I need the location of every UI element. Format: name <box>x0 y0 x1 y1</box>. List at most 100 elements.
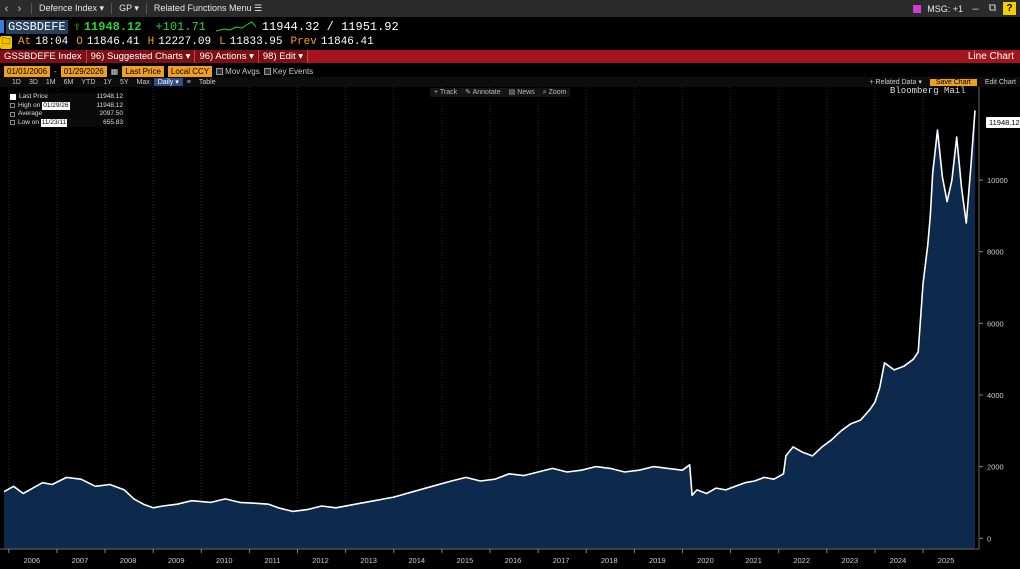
mov-avgs-toggle[interactable]: Mov Avgs <box>216 67 260 76</box>
end-date-input[interactable]: 01/29/2026 <box>60 65 107 77</box>
x-tick-label: 2025 <box>938 556 955 565</box>
table-button[interactable]: Table <box>198 78 216 86</box>
x-tick-label: 2013 <box>360 556 377 565</box>
divider <box>31 3 32 14</box>
legend-last-price[interactable]: Last Price 11948.12 <box>8 93 126 102</box>
x-tick-label: 2009 <box>168 556 185 565</box>
chart-area[interactable]: 0 2000 4000 6000 8000 10000 2006 2007 2008 2009 20… <box>0 86 1020 569</box>
high-value: 12227.09 <box>158 36 212 48</box>
security-field[interactable]: GSSBDEFE Index <box>0 50 87 63</box>
prev-label: Prev <box>290 36 317 48</box>
help-button[interactable]: ? <box>1003 2 1016 15</box>
actions-menu[interactable]: 96) Actions ▾ <box>195 50 259 63</box>
range-1m[interactable]: 1M <box>45 78 56 86</box>
legend-average: Average 2097.50 <box>8 110 126 119</box>
currency-select[interactable]: Local CCY <box>167 65 213 77</box>
watermark: Bloomberg Mail <box>890 86 966 96</box>
security-menu[interactable]: Defence Index ▾ <box>39 3 105 13</box>
price-area <box>4 110 975 550</box>
back-arrow-icon[interactable]: ‹ <box>4 2 9 15</box>
price-chart[interactable]: 0 2000 4000 6000 8000 10000 2006 2007 2008 2009 20… <box>0 87 1020 569</box>
price-line <box>3 110 976 513</box>
range-ytd[interactable]: YTD <box>81 78 96 86</box>
ticker-symbol[interactable]: GSSBDEFE <box>6 19 68 34</box>
up-arrow-icon: ⇧ <box>73 20 81 34</box>
x-tick-label: 2018 <box>601 556 618 565</box>
suggested-charts-menu[interactable]: 96) Suggested Charts ▾ <box>86 50 196 63</box>
y-tick-label: 2000 <box>987 463 1004 472</box>
calendar-icon[interactable]: ▦ <box>110 66 119 76</box>
popout-icon[interactable]: ⧉ <box>988 2 997 14</box>
track-tool[interactable]: + Track <box>434 89 458 96</box>
y-tick-label: 6000 <box>987 319 1004 328</box>
range-1d[interactable]: 1D <box>12 78 21 86</box>
field-select[interactable]: Last Price <box>122 65 164 77</box>
legend-checkbox[interactable] <box>10 94 16 101</box>
minimize-icon[interactable]: ‒ <box>972 2 979 15</box>
bloomberg-icon: 🗀 <box>0 35 12 49</box>
x-tick-label: 2016 <box>505 556 522 565</box>
quote-time: 18:04 <box>35 36 69 48</box>
ohlc-line: 🗀 At 18:04 O 11846.41 H 12227.09 L 11833… <box>0 35 382 49</box>
related-data-menu[interactable]: + Related Data ▾ <box>869 79 922 86</box>
x-tick-label: 2024 <box>890 556 907 565</box>
divider <box>145 3 147 14</box>
chart-type-label: Line Chart <box>967 51 1014 62</box>
last-price: 11948.12 <box>83 19 142 34</box>
x-tick-label: 2021 <box>745 556 762 565</box>
legend-marker <box>10 111 15 117</box>
open-value: 11846.41 <box>86 36 140 48</box>
x-tick-label: 2011 <box>264 556 280 565</box>
options-bar: 01/01/2006 - 01/29/2026 ▦ Last Price Loc… <box>0 65 1020 77</box>
range-max[interactable]: Max <box>136 78 150 86</box>
chart-style-icon[interactable]: ≡ <box>186 78 191 86</box>
key-events-toggle[interactable]: Key Events <box>263 67 313 76</box>
sparkline-icon <box>215 20 256 31</box>
zoom-tool[interactable]: ⌕ Zoom <box>542 89 567 96</box>
x-tick-label: 2010 <box>216 556 233 565</box>
legend-average-value: 2097.50 <box>99 110 124 117</box>
save-chart-button[interactable]: Save Chart <box>929 78 977 86</box>
range-1y[interactable]: 1Y <box>103 78 112 86</box>
mov-avgs-checkbox[interactable] <box>216 67 224 75</box>
legend-low: Low on 11/23/11 655.83 <box>8 118 126 127</box>
x-tick-label: 2012 <box>312 556 329 565</box>
message-icon <box>913 4 922 13</box>
x-tick-label: 2022 <box>793 556 810 565</box>
bid-ask: 11944.32 / 11951.92 <box>261 19 399 34</box>
x-tick-label: 2017 <box>553 556 570 565</box>
low-value: 11833.95 <box>229 36 283 48</box>
last-price-tag: 11948.12 <box>986 117 1020 128</box>
x-tick-label: 2015 <box>457 556 474 565</box>
open-label: O <box>76 36 83 48</box>
legend-marker <box>10 120 15 126</box>
message-count[interactable]: MSG: +1 <box>927 3 963 14</box>
annotate-tool[interactable]: ✎ Annotate <box>465 89 501 96</box>
date-dash: - <box>54 66 57 76</box>
divider <box>111 3 113 14</box>
forward-arrow-icon[interactable]: › <box>17 2 22 15</box>
x-tick-label: 2023 <box>841 556 858 565</box>
y-tick-label: 4000 <box>987 391 1004 400</box>
x-tick-label: 2007 <box>72 556 89 565</box>
edit-chart-button[interactable]: Edit Chart <box>984 78 1016 86</box>
legend-last-value: 11948.12 <box>96 93 123 100</box>
edit-menu[interactable]: 98) Edit ▾ <box>258 50 309 63</box>
news-tool[interactable]: ▤ News <box>508 89 535 96</box>
legend-high: High on 01/29/26 11948.12 <box>8 101 126 110</box>
start-date-input[interactable]: 01/01/2006 <box>4 65 51 77</box>
price-change: +101.71 <box>155 19 206 34</box>
related-functions-menu[interactable]: Related Functions Menu ☰ <box>153 3 263 13</box>
range-3d[interactable]: 3D <box>28 78 38 86</box>
low-label: L <box>219 36 226 48</box>
range-5y[interactable]: 5Y <box>119 78 129 86</box>
ticker-marker <box>0 20 4 33</box>
y-tick-label: 8000 <box>987 248 1004 257</box>
legend-low-value: 655.83 <box>103 118 123 126</box>
function-menu[interactable]: GP ▾ <box>119 3 139 13</box>
y-tick-label: 10000 <box>987 176 1008 185</box>
range-6m[interactable]: 6M <box>63 78 74 86</box>
frequency-select[interactable]: Daily ▾ <box>153 78 183 86</box>
key-events-checkbox[interactable] <box>263 67 271 75</box>
chart-legend: Last Price 11948.12 High on 01/29/26 119… <box>8 93 126 127</box>
